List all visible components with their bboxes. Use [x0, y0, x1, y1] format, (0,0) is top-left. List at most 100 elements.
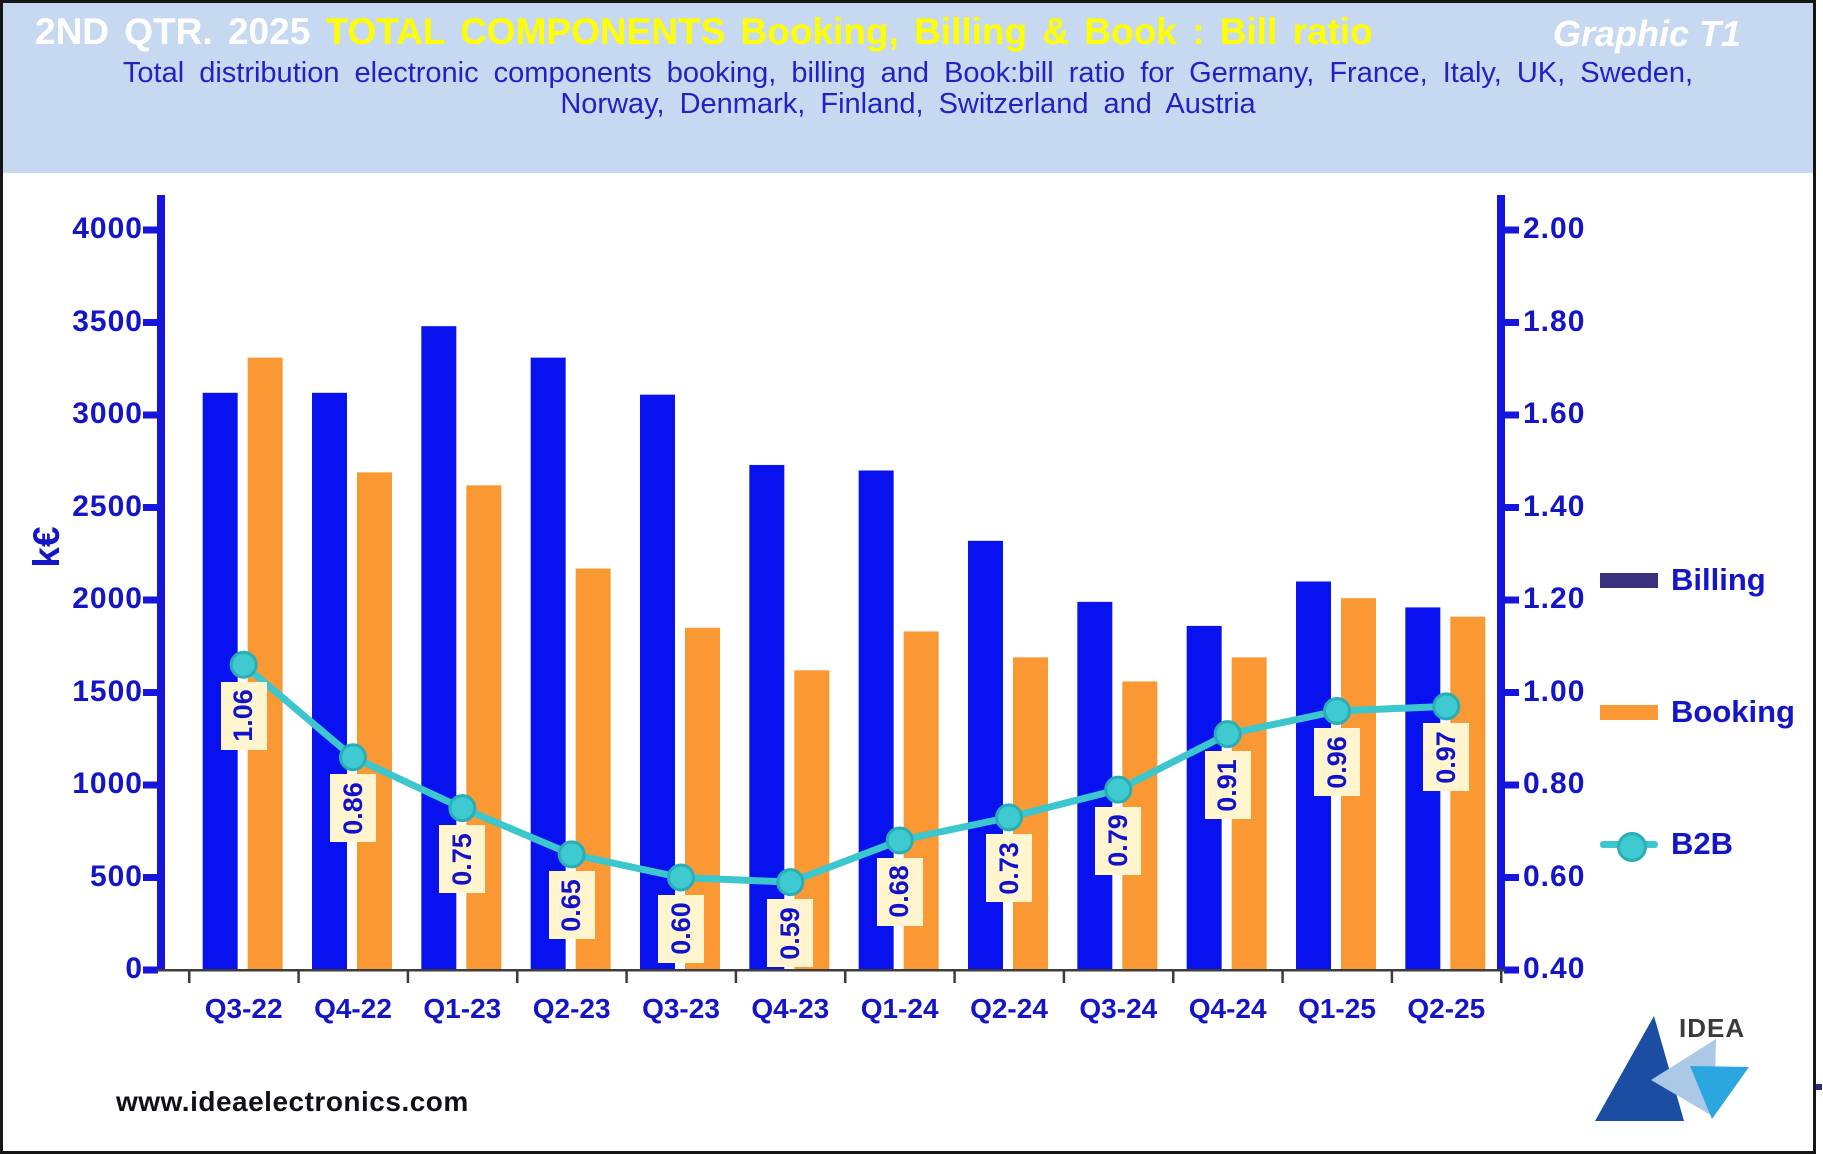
b2b-point-label: 1.06	[220, 681, 267, 750]
right-axis-tick-label: 1.60	[1523, 397, 1586, 430]
left-axis-tick-label: 1500	[72, 674, 143, 708]
left-axis-tick	[143, 226, 158, 234]
x-axis-tick	[844, 971, 847, 983]
left-axis-tick-label: 2500	[72, 489, 143, 523]
billing-bar	[312, 392, 347, 969]
b2b-marker	[1323, 697, 1351, 725]
left-axis-tick-label: 1000	[72, 767, 143, 800]
chart-title: 2ND QTR. 2025 TOTAL COMPONENTS Booking, …	[35, 11, 1735, 53]
right-axis-tick	[1504, 689, 1519, 696]
booking-bar	[466, 485, 502, 969]
billing-bar	[749, 464, 785, 969]
left-axis-tick-label: 4000	[72, 212, 143, 245]
right-axis-tick-label: 2.00	[1523, 212, 1586, 245]
logo-cyan-triangle	[1690, 1066, 1749, 1119]
b2b-marker	[995, 803, 1023, 832]
b2b-point-label: 0.75	[439, 825, 486, 894]
left-axis-tick	[143, 966, 158, 974]
right-axis-tick	[1504, 226, 1519, 234]
x-axis-tick	[625, 971, 628, 983]
billing-bar	[530, 357, 566, 969]
category-label: Q1-23	[423, 993, 502, 1024]
right-axis-tick-label: 1.40	[1523, 489, 1586, 523]
billing-bar	[202, 392, 238, 969]
category-label: Q4-23	[751, 993, 830, 1024]
left-axis-line	[157, 195, 165, 971]
x-axis-tick	[953, 971, 956, 983]
b2b-point-label: 0.65	[548, 871, 595, 940]
left-axis-tick	[143, 504, 158, 511]
left-axis-tick-label: 3000	[72, 397, 143, 430]
b2b-marker	[1104, 775, 1133, 804]
b2b-point-label: 0.97	[1423, 723, 1470, 792]
b2b-point-label: 0.68	[876, 857, 923, 926]
b2b-marker	[1213, 720, 1242, 749]
subtitle-line-1: Total distribution electronic components…	[122, 57, 1694, 89]
right-axis-tick-label: 0.40	[1523, 952, 1586, 985]
left-axis-tick	[143, 411, 158, 419]
chart-plot-area: k€ 4000 3500 3000 2500 2000 1500 1000 500 0 2.00 1…	[3, 3, 1813, 1151]
x-axis-tick	[406, 971, 410, 983]
left-axis-tick-label: 500	[89, 859, 143, 893]
left-axis-tick	[143, 596, 158, 604]
plot-svg	[143, 195, 1519, 983]
left-axis-tick-label: 3500	[72, 304, 143, 338]
logo-dark-triangle	[1595, 1016, 1684, 1121]
graphic-number: Graphic T1	[1552, 13, 1741, 54]
b2b-marker	[557, 840, 586, 869]
billing-swatch	[1600, 572, 1658, 588]
right-axis-line	[1497, 195, 1505, 971]
b2b-marker	[1432, 692, 1461, 721]
category-label: Q3-23	[642, 993, 720, 1024]
b2b-marker	[885, 826, 914, 855]
x-axis-tick	[297, 971, 300, 983]
x-axis-tick	[1500, 971, 1503, 983]
right-axis-tick-label: 1.80	[1523, 304, 1586, 338]
x-axis-tick	[1172, 971, 1175, 983]
b2b-line	[240, 661, 1450, 886]
chart-legend: Billing Booking B2B	[1600, 543, 1815, 873]
title-main: TOTAL COMPONENTS Booking, Billing & Book…	[325, 11, 1373, 52]
logo-pale-triangle	[1651, 1039, 1716, 1117]
right-axis-tick	[1504, 781, 1519, 789]
right-axis-tick-label: 1.20	[1523, 582, 1586, 615]
category-label: Q3-22	[204, 993, 283, 1024]
b2b-point-label: 0.96	[1314, 728, 1360, 796]
booking-bar	[1450, 616, 1486, 969]
legend-item-b2b: B2B	[1600, 823, 1733, 865]
idea-logo: IDEA	[1595, 1013, 1749, 1121]
category-label: Q4-22	[314, 993, 392, 1024]
x-axis-tick	[1062, 971, 1066, 983]
title-quarter: 2ND QTR. 2025	[35, 11, 311, 52]
subtitle-line-2: Norway, Denmark, Finland, Switzerland an…	[560, 88, 1256, 120]
category-label: Q2-23	[532, 993, 611, 1024]
b2b-point-label: 0.60	[658, 894, 704, 963]
category-label: Q2-25	[1407, 993, 1486, 1024]
right-axis-tick	[1504, 874, 1519, 881]
left-axis-tick	[143, 874, 158, 881]
right-axis-tick-label: 0.60	[1523, 859, 1586, 893]
category-label: Q4-24	[1188, 993, 1267, 1024]
website-url: www.ideaelectronics.com	[116, 1086, 469, 1117]
stray-dot	[1816, 1084, 1822, 1090]
logo-text: IDEA	[1679, 1013, 1745, 1043]
chart-header: 2ND QTR. 2025 TOTAL COMPONENTS Booking, …	[3, 3, 1813, 173]
x-axis-line	[157, 969, 1505, 972]
category-label: Q3-24	[1079, 993, 1158, 1024]
category-label: Q1-25	[1298, 993, 1376, 1024]
b2b-point-label: 0.79	[1095, 806, 1142, 875]
category-label: Q1-24	[860, 993, 939, 1024]
x-axis-tick	[1390, 971, 1394, 983]
left-axis-tick-label: 0	[125, 952, 143, 985]
right-axis-tick	[1504, 966, 1519, 974]
b2b-point-label: 0.59	[767, 899, 814, 968]
left-axis-tick-label: 2000	[72, 582, 143, 615]
x-axis-tick	[188, 971, 191, 983]
right-axis-tick	[1504, 596, 1519, 604]
chart-subtitle: Total distribution electronic components…	[3, 58, 1813, 120]
b2b-marker	[667, 863, 695, 892]
category-label: Q2-24	[970, 993, 1048, 1024]
booking-bar	[357, 472, 392, 969]
